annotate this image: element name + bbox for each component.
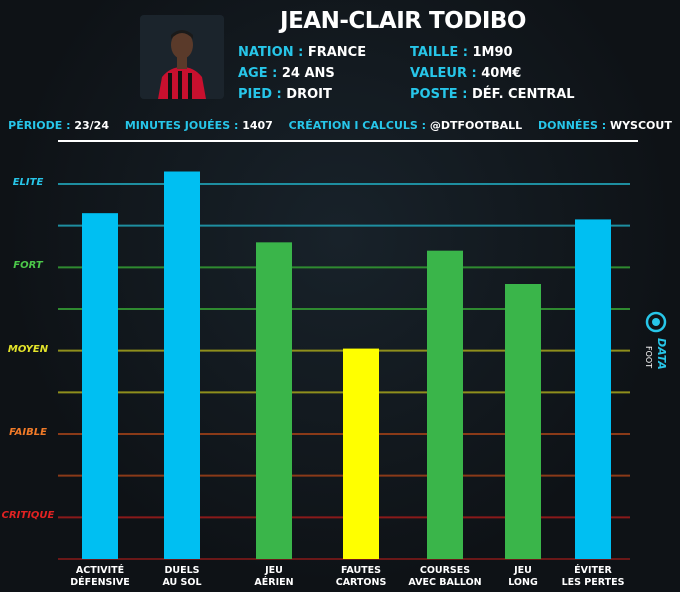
player-portrait-icon (140, 15, 224, 99)
nation-label: NATION : (238, 45, 304, 60)
x-label-4-line1: COURSES (419, 565, 471, 576)
bar-6 (575, 219, 611, 559)
level-label-fort: FORT (13, 260, 43, 272)
periode-value: 23/24 (74, 119, 109, 132)
header-divider (58, 140, 638, 142)
x-label-6-line2: LES PERTES (561, 577, 625, 588)
valeur-label: VALEUR : (410, 66, 477, 81)
x-label-1: DUELS AU SOL (137, 565, 227, 589)
pied-info: PIED : DROIT (238, 87, 332, 102)
x-label-2: JEU AÉRIEN (229, 565, 319, 589)
nation-value: FRANCE (307, 45, 367, 60)
age-info: AGE : 24 ANS (238, 66, 335, 81)
x-label-1-line2: AU SOL (162, 577, 202, 588)
level-label-critique: CRITIQUE (1, 510, 55, 522)
nation-info: NATION : FRANCE (238, 45, 366, 60)
minutes-label: MINUTES JOUÉES : (124, 119, 239, 132)
x-label-2-line1: JEU (265, 565, 283, 576)
logo-line1: DATA (655, 338, 668, 370)
creation-value: @DTFOOTBALL (429, 119, 523, 132)
level-label-moyen: MOYEN (7, 343, 49, 355)
taille-info: TAILLE : 1M90 (410, 45, 513, 60)
x-label-3: FAUTES CARTONS (316, 565, 406, 589)
x-label-3-line1: FAUTES (341, 565, 381, 576)
x-label-6: ÉVITER LES PERTES (548, 565, 638, 589)
creation-label: CRÉATION I CALCULS : (288, 119, 427, 132)
donnees-label: DONNÉES : (538, 119, 607, 132)
x-label-0-line1: ACTIVITÉ (75, 565, 125, 576)
age-value: 24 ANS (281, 66, 335, 81)
x-label-5: JEU LONG (478, 565, 568, 589)
level-label-elite: ELITE (12, 177, 44, 188)
bar-2 (256, 242, 292, 560)
bar-3 (343, 348, 379, 559)
x-label-4-line2: AVEC BALLON (408, 577, 482, 588)
taille-label: TAILLE : (410, 45, 468, 60)
player-name: JEAN-CLAIR TODIBO (280, 8, 526, 34)
data-foot-logo-icon: DATA FOOT (644, 311, 668, 370)
x-label-5-line1: JEU (514, 565, 532, 576)
x-label-3-line2: CARTONS (335, 577, 387, 588)
pied-value: DROIT (286, 87, 332, 102)
data-foot-logo: DATA FOOT (636, 310, 676, 390)
x-label-0-line2: DÉFENSIVE (70, 577, 130, 588)
logo-line2: FOOT (644, 346, 653, 368)
meta-row: PÉRIODE : 23/24 MINUTES JOUÉES : 1407 CR… (0, 119, 680, 132)
x-label-6-line1: ÉVITER (574, 565, 612, 576)
player-photo (140, 15, 224, 99)
age-label: AGE : (238, 66, 278, 81)
poste-value: DÉF. CENTRAL (471, 87, 575, 102)
donnees-value: WYSCOUT (609, 119, 672, 132)
bar-4 (427, 250, 463, 559)
x-label-5-line2: LONG (508, 577, 538, 588)
bar-0 (82, 213, 118, 559)
x-label-2-line2: AÉRIEN (254, 577, 294, 588)
valeur-info: VALEUR : 40M€ (410, 66, 521, 81)
x-label-0: ACTIVITÉ DÉFENSIVE (55, 565, 145, 589)
bar-5 (505, 284, 541, 559)
level-label-faible: FAIBLE (9, 427, 47, 438)
bar-1 (164, 171, 200, 559)
x-label-4: COURSES AVEC BALLON (400, 565, 490, 589)
x-label-1-line1: DUELS (164, 565, 200, 576)
poste-info: POSTE : DÉF. CENTRAL (410, 87, 575, 102)
valeur-value: 40M€ (481, 66, 522, 81)
taille-value: 1M90 (472, 45, 513, 60)
periode-label: PÉRIODE : (8, 119, 71, 132)
minutes-value: 1407 (242, 119, 273, 132)
pied-label: PIED : (238, 87, 282, 102)
poste-label: POSTE : (410, 87, 468, 102)
